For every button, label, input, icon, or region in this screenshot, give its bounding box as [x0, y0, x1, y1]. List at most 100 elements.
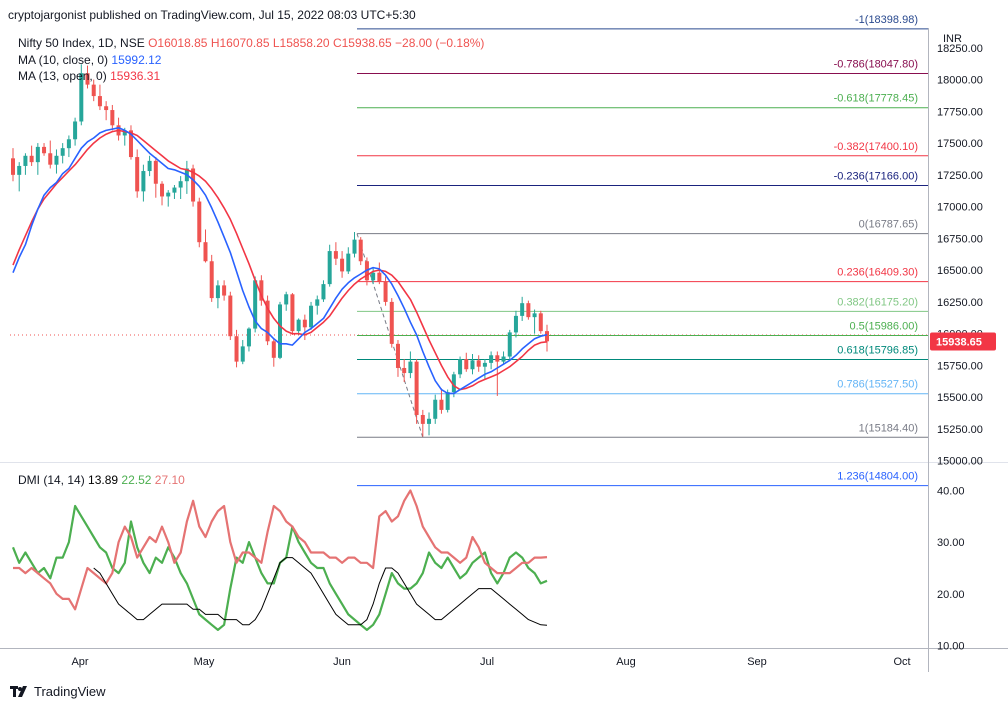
candle-body	[141, 171, 146, 192]
last-price-value: 15938.65	[936, 336, 982, 348]
candle-body	[278, 304, 282, 358]
candle-body	[532, 313, 537, 318]
candle-body	[296, 319, 301, 332]
candle-body	[147, 160, 152, 172]
candle-body	[513, 315, 518, 333]
candle-body	[358, 239, 363, 262]
dmi-tick-label: 10.00	[937, 640, 965, 652]
price-tick-label: 17000.00	[937, 202, 983, 214]
candle-body	[17, 165, 22, 175]
candle-body	[427, 418, 432, 424]
ma10-legend[interactable]: MA (10, close, 0) 15992.12	[18, 53, 161, 67]
candle-body	[290, 294, 295, 332]
candle-body	[321, 284, 326, 300]
symbol-legend[interactable]: Nifty 50 Index, 1D, NSE O16018.85 H16070…	[18, 36, 484, 50]
candle-body	[104, 106, 109, 111]
candle-body	[11, 158, 15, 175]
candle-body	[420, 414, 425, 424]
time-tick-label: May	[194, 656, 215, 668]
candle-body	[451, 374, 456, 393]
brand-name: TradingView	[34, 684, 106, 699]
fib-level-label: 0.5(15986.00)	[850, 320, 919, 332]
publisher-line: cryptojargonist published on TradingView…	[8, 8, 416, 22]
candle-body	[340, 258, 345, 272]
open-value: O16018.85	[148, 36, 208, 50]
candle-body	[122, 130, 127, 136]
candle-body	[315, 299, 320, 306]
candle-body	[395, 343, 400, 368]
dmi-label: DMI (14, 14)	[18, 473, 85, 487]
low-value: L15858.20	[272, 36, 330, 50]
price-tick-label: 17250.00	[937, 170, 983, 182]
candle-body	[470, 360, 475, 370]
candle-body	[507, 332, 512, 357]
fib-level-label: 0.786(15527.50)	[837, 379, 918, 391]
dmi-legend[interactable]: DMI (14, 14) 13.89 22.52 27.10	[18, 473, 185, 487]
candle-body	[495, 355, 500, 362]
dmi-axis[interactable]: 10.00 20.00 30.00 40.00	[937, 485, 965, 652]
candle-body	[302, 319, 307, 328]
candle-body	[383, 281, 388, 302]
fib-level-label: -1(18398.98)	[855, 14, 918, 26]
candle-body	[482, 362, 487, 367]
candle-body	[476, 360, 481, 367]
time-axis[interactable]: Apr May Jun Jul Aug Sep Oct	[71, 656, 910, 668]
ma13-label: MA (13, open, 0)	[18, 69, 107, 83]
candle-body	[172, 187, 177, 193]
candle-body	[246, 328, 251, 347]
tradingview-logo[interactable]: TradingView	[10, 684, 106, 699]
ma10-value: 15992.12	[111, 53, 162, 67]
dmi-pane	[11, 489, 548, 632]
dmi-tick-label: 20.00	[937, 589, 965, 601]
fibonacci-retracement: -1(18398.98) -0.786(18047.80) -0.618(17778…	[356, 14, 928, 487]
symbol-name: Nifty 50 Index, 1D, NSE	[18, 36, 145, 50]
candle-body	[60, 148, 65, 156]
time-tick-label: Sep	[747, 656, 767, 668]
candle-body	[160, 183, 165, 197]
last-price-tag	[930, 332, 996, 351]
price-tick-label: 15500.00	[937, 392, 983, 404]
candle-body	[538, 313, 543, 332]
price-axis[interactable]: 15000.0015250.0015500.0015750.0016000.00…	[930, 43, 996, 468]
candle-body	[23, 155, 28, 166]
candle-body	[91, 84, 96, 97]
candle-body	[414, 361, 419, 415]
ma10-label: MA (10, close, 0)	[18, 53, 109, 67]
time-tick-label: Jun	[333, 656, 351, 668]
price-tick-label: 16750.00	[937, 233, 983, 245]
candle-body	[253, 280, 258, 329]
candle-body	[346, 253, 351, 272]
fib-level-label: 0.618(15796.85)	[837, 344, 918, 356]
candle-body	[458, 359, 463, 375]
candle-body	[29, 155, 34, 163]
candle-body	[128, 130, 133, 158]
candle-body	[433, 399, 438, 419]
candle-body	[333, 251, 338, 259]
candle-body	[271, 341, 276, 358]
close-value: C15938.65	[332, 36, 392, 50]
candle-body	[153, 160, 158, 184]
candle-body	[209, 261, 214, 299]
fib-level-label: -0.618(17778.45)	[834, 93, 918, 105]
ma13-legend[interactable]: MA (13, open, 0) 15936.31	[18, 69, 160, 83]
candle-body	[203, 242, 208, 262]
candle-body	[166, 192, 171, 197]
fib-level-label: -0.786(18047.80)	[834, 58, 918, 70]
price-tick-label: 15000.00	[937, 456, 983, 468]
ma13-line	[12, 129, 548, 391]
candle-body	[259, 280, 264, 301]
time-tick-label: Apr	[71, 656, 88, 668]
candle-body	[222, 285, 227, 296]
tradingview-icon	[10, 685, 27, 697]
price-tick-label: 18000.00	[937, 75, 983, 87]
price-tick-label: 18250.00	[937, 43, 983, 55]
ma13-value: 15936.31	[110, 69, 161, 83]
candle-body	[54, 155, 59, 165]
candle-body	[66, 139, 71, 149]
candle-body	[215, 285, 220, 299]
candle-body	[191, 168, 196, 202]
price-tick-label: 15750.00	[937, 360, 983, 372]
fib-level-label: 0.382(16175.20)	[837, 296, 918, 308]
candle-body	[309, 305, 314, 328]
dmi-line-di	[13, 489, 548, 611]
